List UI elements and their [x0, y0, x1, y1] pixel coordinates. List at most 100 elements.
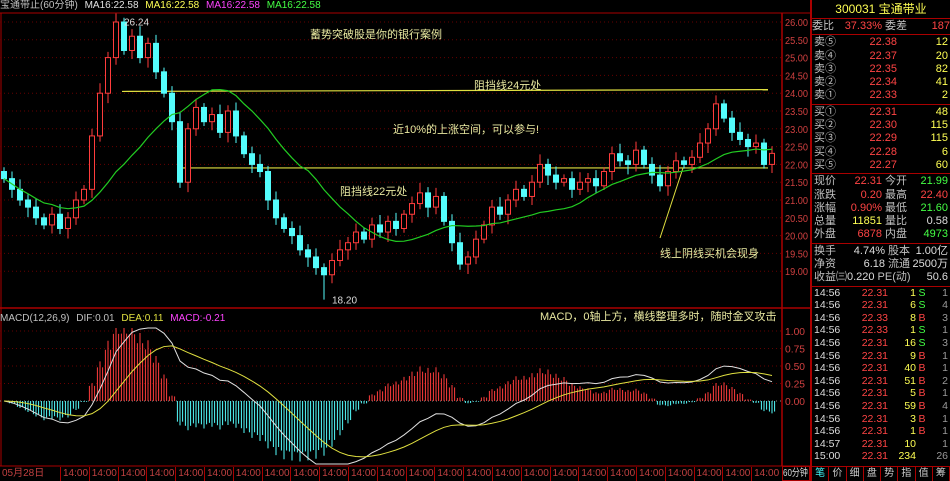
price-tick-label: 19.50: [785, 249, 808, 260]
candle-up: [769, 152, 775, 165]
tick-row[interactable]: 14:56 22.31 16 S 3: [812, 337, 950, 350]
tick-volume: 1: [910, 425, 916, 438]
time-tick-label: 14:00: [88, 467, 118, 481]
ma-label: MA16:22.58: [206, 0, 260, 11]
tick-row[interactable]: 14:56 22.31 3 B 1: [812, 413, 950, 426]
panel-tab[interactable]: 细: [847, 467, 864, 481]
buy-row[interactable]: 买④ 22.28 6: [812, 146, 950, 159]
candle-up: [673, 160, 679, 173]
panel-tab[interactable]: 筹: [933, 467, 950, 481]
stat-row: 现价 22.31 今开 21.99: [812, 175, 950, 188]
tick-price: 22.31: [861, 299, 888, 312]
buy-row[interactable]: 买③ 22.29 115: [812, 132, 950, 145]
tick-count: 1: [942, 412, 948, 425]
candle-up: [601, 171, 607, 187]
buy-row[interactable]: 买② 22.30 115: [812, 119, 950, 132]
candle-up: [345, 242, 351, 251]
order-volume: 115: [930, 119, 948, 132]
tick-side: B: [918, 374, 926, 387]
candle-up: [65, 217, 71, 229]
panel-tab[interactable]: 盘: [864, 467, 881, 481]
order-volume: 48: [935, 105, 948, 118]
tick-row[interactable]: 14:56 22.31 6 S 4: [812, 299, 950, 312]
candlestick-chart[interactable]: 26.00 25.50 25.00 24.50 24.00 23.50 23.00 22.50…: [0, 0, 810, 481]
candle-up: [713, 103, 719, 130]
annotation-macd: MACD，0轴上方，横线整理多时，随时金叉攻击: [540, 311, 777, 323]
price-tick-label: 24.00: [785, 89, 808, 100]
tick-side: B: [918, 399, 926, 412]
tick-volume: 5: [910, 387, 916, 400]
tick-row[interactable]: 14:56 22.31 59 B 4: [812, 400, 950, 413]
time-tick-label: 14:00: [203, 467, 233, 481]
annotation-title: 蓄势突破股是你的银行案例: [310, 29, 442, 41]
candle-down: [593, 178, 599, 187]
tick-row[interactable]: 14:56 22.33 1 S 1: [812, 324, 950, 337]
time-tick-label: 14:00: [751, 467, 780, 481]
panel-tab[interactable]: 价: [829, 467, 847, 481]
time-tick-label: 14:00: [232, 467, 262, 481]
tick-row[interactable]: 14:56 22.31 9 B 1: [812, 350, 950, 363]
time-tick-label: 14:00: [635, 467, 665, 481]
stat-label: 内盘: [885, 228, 907, 241]
sell-row[interactable]: 卖① 22.33 2: [812, 89, 950, 102]
panel-tab[interactable]: 势: [881, 467, 899, 481]
tick-row[interactable]: 14:56 22.31 40 B 1: [812, 362, 950, 375]
candle-down: [241, 135, 247, 155]
candle-down: [617, 153, 623, 162]
stat-label: 涨跌: [814, 188, 836, 201]
panel-tab[interactable]: 指: [898, 467, 916, 481]
candle-up: [689, 156, 695, 165]
stat-label: 量比: [885, 215, 907, 228]
tick-row[interactable]: 14:56 22.33 8 B 3: [812, 312, 950, 325]
candle-up: [433, 195, 439, 208]
tick-row[interactable]: 14:57 22.31 10 1: [812, 438, 950, 451]
tick-price: 22.31: [861, 399, 888, 412]
tick-time: 14:56: [814, 387, 841, 400]
tick-list[interactable]: 14:56 22.31 1 S 1 14:56 22.31 6 S 4 14:56 22.33 8 B 3 1…: [812, 287, 950, 463]
time-tick-label: 14:00: [376, 467, 406, 481]
candle-down: [33, 206, 39, 219]
tick-time: 14:56: [814, 374, 841, 387]
tick-volume: 1: [910, 286, 916, 299]
candle-up: [417, 192, 423, 205]
order-price: 22.27: [869, 158, 897, 171]
tick-time: 14:56: [814, 425, 841, 438]
panel-tab[interactable]: 笔: [812, 467, 830, 481]
order-price: 22.35: [869, 62, 897, 75]
sell-row[interactable]: 卖④ 22.37 20: [812, 50, 950, 63]
tick-count: 1: [942, 324, 948, 337]
order-ratio-row: 委比 37.33% 委差 187: [812, 19, 950, 36]
order-level-label: 卖⑤: [814, 36, 836, 49]
tick-row[interactable]: 14:56 22.31 1 S 1: [812, 287, 950, 300]
stat-value: 6878: [857, 228, 882, 241]
time-tick-label: 14:00: [405, 467, 435, 481]
candle-up: [97, 92, 103, 137]
sell-row[interactable]: 卖② 22.34 41: [812, 76, 950, 89]
sell-row[interactable]: 卖③ 22.35 82: [812, 63, 950, 76]
tick-count: 1: [942, 286, 948, 299]
tick-side: B: [918, 311, 926, 324]
stat-label: 最低: [885, 201, 907, 214]
ma-label: MA16:22.58: [84, 0, 139, 11]
buy-row[interactable]: 买① 22.31 48: [812, 106, 950, 119]
info-value: 1.00亿: [915, 244, 948, 257]
tick-row[interactable]: 14:56 22.31 51 B 2: [812, 375, 950, 388]
quote-panel: 300031 宝通带业 委比 37.33% 委差 187 卖⑤ 22.38 12 卖④…: [810, 0, 950, 481]
tick-row[interactable]: 14:56 22.31 1 B 1: [812, 425, 950, 438]
buy-row[interactable]: 买⑤ 22.27 60: [812, 159, 950, 172]
tick-row[interactable]: 14:56 22.31 5 B 1: [812, 387, 950, 400]
period-selector[interactable]: 60分钟: [782, 466, 810, 481]
price-tick-label: 23.50: [785, 107, 808, 118]
panel-tab[interactable]: 值: [916, 467, 933, 481]
sell-row[interactable]: 卖⑤ 22.38 12: [812, 36, 950, 49]
stat-value: 21.99: [920, 175, 948, 188]
candle-down: [449, 220, 455, 244]
candle-down: [289, 227, 295, 237]
tick-count: 1: [942, 425, 948, 438]
price-tick-label: 21.50: [785, 178, 808, 189]
tick-row[interactable]: 15:00 22.31 234 26: [812, 450, 950, 463]
tick-count: 4: [942, 299, 948, 312]
stat-value: 11851: [852, 215, 882, 228]
candle-up: [697, 142, 703, 158]
candle-down: [25, 199, 31, 208]
